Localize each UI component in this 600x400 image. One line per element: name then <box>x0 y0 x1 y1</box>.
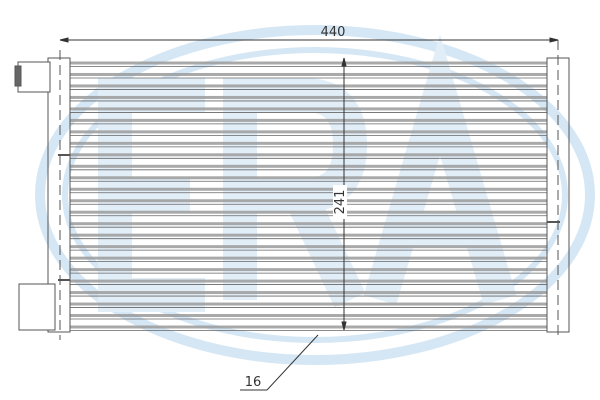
era-watermark-logo <box>35 25 595 365</box>
tube <box>70 233 547 237</box>
tube <box>70 291 547 295</box>
tube <box>70 210 547 214</box>
tube <box>70 95 547 99</box>
tube <box>70 314 547 318</box>
tube <box>70 268 547 272</box>
tube <box>70 256 547 260</box>
tube <box>70 187 547 191</box>
tube <box>70 302 547 306</box>
tube <box>70 72 547 76</box>
tube-group <box>70 61 547 331</box>
tube <box>70 325 547 329</box>
callout-label: 16 <box>245 375 262 390</box>
width-dimension <box>59 37 559 43</box>
tube <box>70 107 547 111</box>
tube <box>70 130 547 134</box>
tube <box>70 84 547 88</box>
tube <box>70 118 547 122</box>
callout-leader <box>240 334 319 391</box>
left-tank <box>47 50 71 340</box>
tube <box>70 279 547 283</box>
tube <box>70 141 547 145</box>
tube <box>70 199 547 203</box>
tube <box>70 153 547 157</box>
right-tank <box>546 40 570 340</box>
height-label-bg <box>333 185 347 219</box>
inlet-fitting <box>14 61 51 93</box>
outlet-fitting <box>18 283 56 331</box>
tube <box>70 164 547 168</box>
tube <box>70 222 547 226</box>
height-dimension-label: 241 <box>333 190 348 215</box>
tube <box>70 245 547 249</box>
width-dimension-label: 440 <box>321 25 346 40</box>
tube <box>70 61 547 65</box>
tube <box>70 176 547 180</box>
